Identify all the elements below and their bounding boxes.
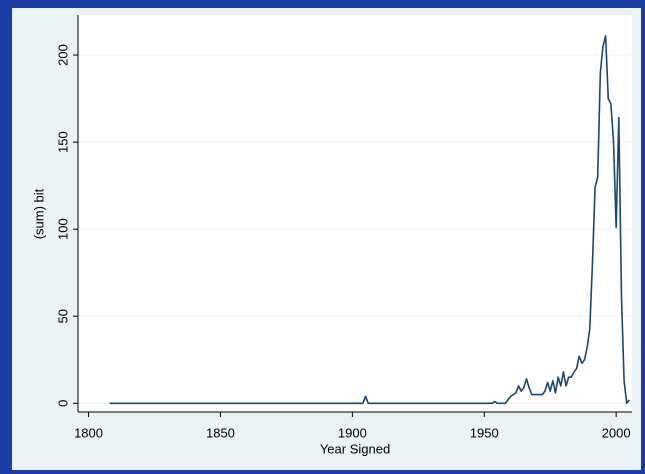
x-tick-label: 1900 (338, 425, 367, 440)
data-line (109, 35, 630, 405)
x-tick-label: 1800 (74, 425, 103, 440)
plot-area (78, 15, 632, 412)
x-tick-label: 1950 (470, 425, 499, 440)
y-tick-label: 100 (55, 218, 70, 240)
y-tick-label: 150 (55, 131, 70, 153)
x-tick-label: 2000 (602, 425, 631, 440)
y-axis-label: (sum) bit (31, 188, 46, 239)
x-tick-label: 1850 (206, 425, 235, 440)
x-axis-label: Year Signed (320, 441, 390, 456)
y-tick-label: 200 (55, 44, 70, 66)
y-tick-label: 50 (55, 309, 70, 323)
y-tick-label: 0 (55, 400, 70, 407)
